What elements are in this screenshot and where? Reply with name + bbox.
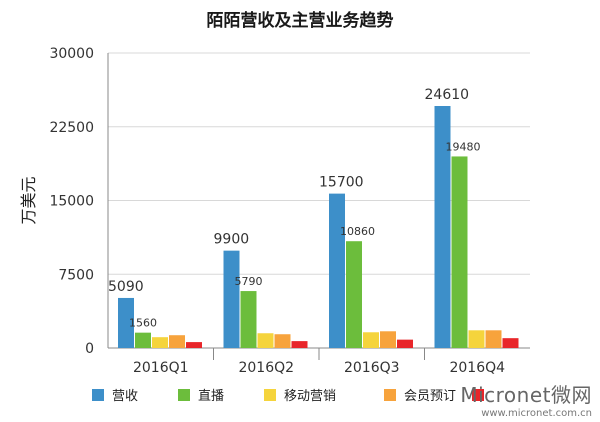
legend-swatch: [178, 389, 190, 401]
x-tick-label: 2016Q2: [238, 360, 294, 376]
bar: [135, 332, 151, 348]
chart-title: 陌陌营收及主营业务趋势: [206, 11, 394, 31]
bar: [502, 338, 519, 348]
data-label: 9900: [214, 232, 250, 248]
data-labels: 5090 1560 9900 5790 15700 10860 24610 19480: [108, 87, 481, 330]
data-label: 10860: [340, 225, 375, 238]
bar: [152, 337, 168, 348]
bar: [186, 342, 202, 348]
legend-swatch: [384, 389, 396, 401]
legend: 营收 直播 移动营销 会员预订: [92, 389, 484, 404]
bar: [274, 334, 291, 348]
bar: [451, 156, 468, 348]
bar: [434, 106, 451, 348]
y-tick-label: 0: [85, 341, 94, 357]
legend-label: 会员预订: [404, 389, 456, 404]
bar: [257, 333, 274, 348]
x-tick-label: 2016Q1: [133, 360, 189, 376]
bar: [169, 335, 185, 348]
x-tick-label: 2016Q3: [344, 360, 400, 376]
data-label: 24610: [425, 87, 470, 103]
bar: [291, 341, 308, 348]
data-label: 1560: [129, 317, 157, 330]
data-label: 5090: [108, 279, 144, 295]
legend-label: 营收: [112, 389, 138, 404]
y-tick-label: 7500: [58, 267, 94, 283]
bar: [346, 241, 362, 348]
y-tick-label: 15000: [49, 194, 94, 210]
x-tick-label: 2016Q4: [449, 360, 505, 376]
legend-swatch: [472, 389, 484, 401]
legend-label: 移动营销: [284, 389, 336, 404]
y-tick-label: 30000: [49, 46, 94, 62]
bar: [223, 250, 240, 348]
y-tick-label: 22500: [49, 120, 94, 136]
bar: [240, 291, 257, 348]
y-axis-title: 万美元: [19, 176, 38, 224]
bar: [397, 339, 413, 348]
data-label: 19480: [446, 140, 481, 153]
data-label: 15700: [319, 175, 364, 191]
watermark-brand: Micronet微网: [460, 383, 592, 407]
axes: 0 7500 15000 22500 30000 万美元 2016Q1 2016Q2 2016Q…: [19, 46, 530, 376]
legend-label: 直播: [198, 389, 224, 404]
watermark-url: www.micronet.com.cn: [481, 408, 592, 419]
legend-swatch: [92, 389, 104, 401]
bar: [380, 331, 396, 348]
data-label: 5790: [235, 275, 263, 288]
bar: [485, 330, 502, 348]
bar: [468, 330, 485, 348]
bar: [118, 297, 134, 348]
bars: [118, 106, 519, 348]
bar: [329, 193, 345, 348]
bar: [363, 332, 379, 348]
legend-swatch: [264, 389, 276, 401]
